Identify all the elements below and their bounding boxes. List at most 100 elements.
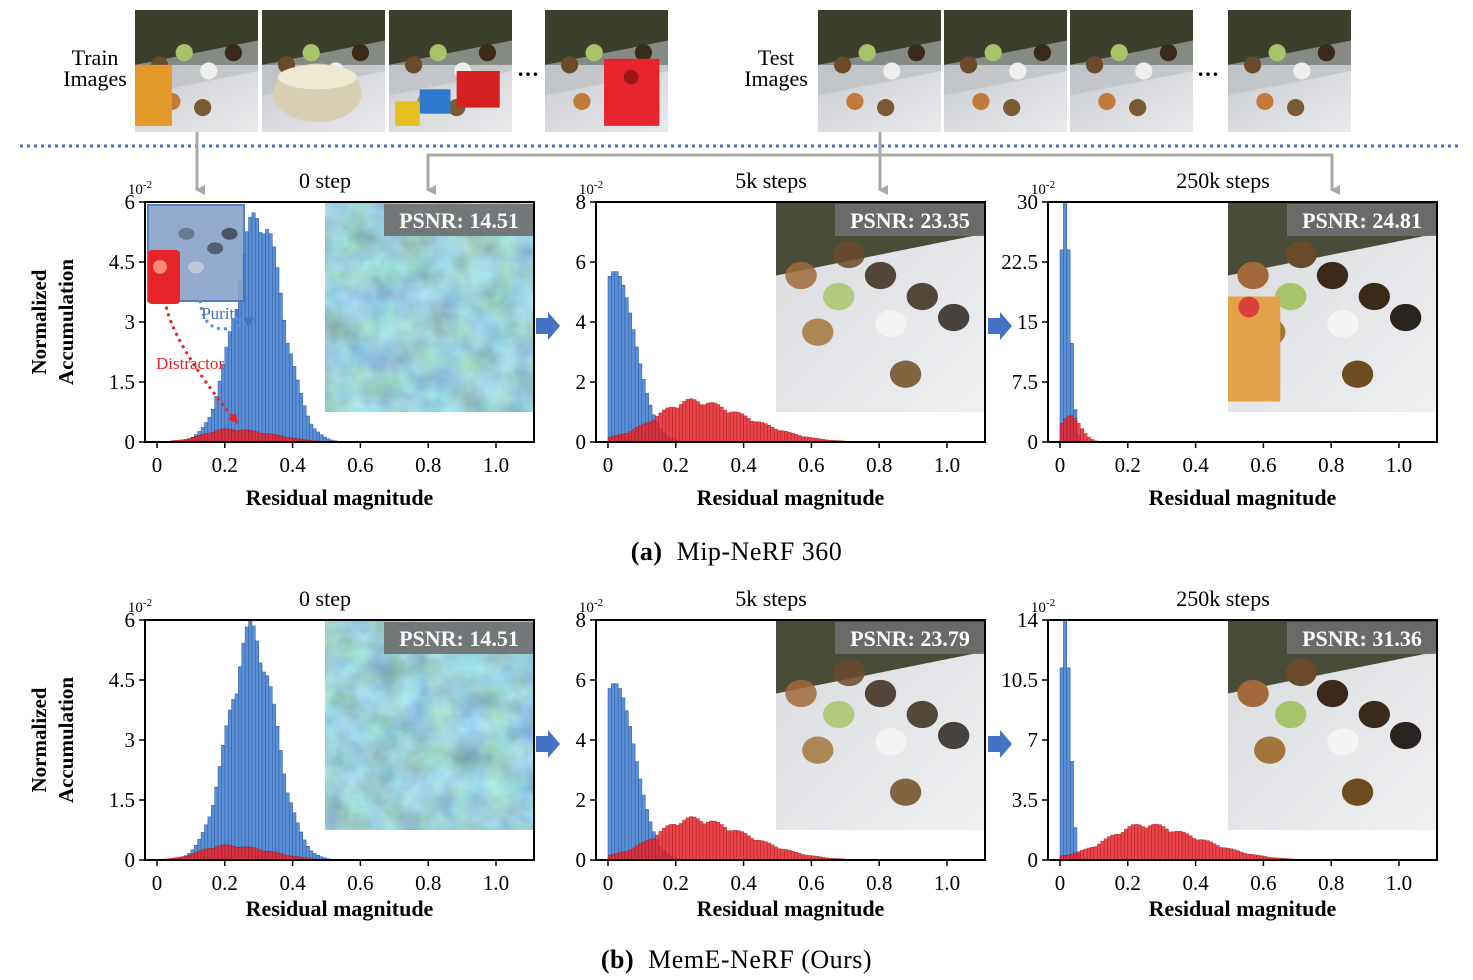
- distractor-bar: [248, 429, 253, 443]
- xtick-label: 0.8: [1318, 871, 1344, 895]
- inset-toy: [221, 227, 238, 240]
- distractor-bar: [1205, 840, 1210, 861]
- distractor-bar: [1178, 831, 1183, 861]
- train-ellipsis: …: [517, 56, 539, 81]
- thumb-toy: [404, 56, 423, 74]
- distractor-bar: [1063, 418, 1068, 443]
- distractor-bar: [261, 433, 266, 443]
- render-toy: [1285, 658, 1317, 687]
- render-toy: [823, 282, 855, 311]
- purity-bar: [634, 761, 639, 861]
- distractor-bar: [1073, 852, 1078, 861]
- distractor-bar: [1100, 841, 1105, 861]
- distractor-bar: [207, 848, 212, 861]
- purity-bar: [305, 845, 310, 861]
- xlabel: Residual magnitude: [1149, 485, 1337, 510]
- purity-bar: [305, 415, 310, 443]
- xtick-label: 0.2: [663, 453, 689, 477]
- xtick-label: 1.0: [483, 453, 509, 477]
- purity-bar: [227, 709, 232, 861]
- distractor-bar: [1090, 846, 1095, 861]
- purity-bar: [292, 812, 297, 861]
- xtick-label: 0.4: [279, 453, 306, 477]
- xtick-label: 0.8: [415, 453, 441, 477]
- distractor-bar: [719, 824, 724, 861]
- train-images-label-line2: Images: [63, 66, 127, 91]
- ytick-label: 4: [576, 310, 587, 334]
- distractor-bar: [729, 411, 734, 443]
- distractor-bar: [1225, 847, 1230, 861]
- psnr-label: PSNR: 14.51: [399, 208, 519, 233]
- distractor-bar: [1161, 826, 1166, 861]
- distractor-bar: [221, 844, 226, 861]
- ytick-label: 14: [1017, 608, 1039, 632]
- purity-bar: [285, 342, 290, 443]
- distractor-bar: [665, 825, 670, 861]
- distractor-bar: [1219, 847, 1223, 861]
- psnr-label: PSNR: 24.81: [1302, 208, 1422, 233]
- histogram-chart: PSNR: 23.79 0 2 4 6 810-2 0 0.2 0.4 0.6 0.8 1.0 Resi…: [536, 586, 986, 921]
- purity-bar: [631, 743, 636, 861]
- thumb-toy: [1098, 92, 1116, 111]
- distractor-bar: [685, 817, 690, 861]
- distractor-bar: [217, 845, 222, 861]
- render-noise: [325, 202, 534, 412]
- thumb-toy: [1256, 92, 1274, 111]
- distractor-bar: [767, 424, 771, 443]
- distractor-bar: [1215, 845, 1220, 861]
- render-toy: [1327, 310, 1359, 338]
- ytick-label: 1.5: [109, 788, 135, 812]
- thumb-toy: [1287, 99, 1305, 117]
- distractor-bar: [1134, 823, 1139, 861]
- distractor-bar: [634, 427, 639, 443]
- ytick-label: 4.5: [109, 668, 135, 692]
- distractor-bar: [221, 428, 226, 443]
- thumb-toy: [984, 44, 1002, 62]
- ylabel-line1: Normalized: [27, 269, 51, 374]
- ytick-label: 0: [125, 430, 136, 454]
- distractor-bar: [265, 433, 270, 443]
- distractor-bar: [1239, 851, 1244, 861]
- purity-bar: [288, 353, 293, 443]
- thumb-toy: [1129, 99, 1147, 117]
- distractor-bar: [743, 415, 748, 443]
- caption-a-tag: (a): [630, 537, 663, 566]
- axis-exponent-power: -2: [143, 597, 152, 609]
- purity-bar: [258, 232, 263, 443]
- distractor-bar: [217, 429, 222, 443]
- ytick-label: 6: [125, 608, 136, 632]
- purity-bar: [227, 331, 232, 443]
- distractor-bar: [750, 420, 755, 443]
- distractor-bar: [655, 416, 660, 443]
- ytick-label: 0: [576, 848, 587, 872]
- thumb-toy: [1293, 62, 1311, 80]
- distractor-bar: [224, 428, 229, 443]
- purity-bar: [272, 246, 276, 443]
- train-thumbnail: [135, 10, 258, 132]
- distractor-bar: [1141, 826, 1145, 861]
- thumb-toy: [194, 99, 212, 117]
- xtick-label: 1.0: [483, 871, 509, 895]
- purity-bar: [241, 642, 246, 861]
- distractor-bar: [723, 409, 727, 443]
- step-arrow-icon: [536, 730, 560, 758]
- caption-b-text: MemE-NeRF (Ours): [648, 945, 873, 974]
- psnr-label: PSNR: 31.36: [1302, 626, 1422, 651]
- thumb-toy: [200, 62, 218, 80]
- purity-bar: [292, 366, 297, 443]
- thumb-shape-hole: [623, 69, 639, 85]
- ytick-label: 15: [1017, 310, 1038, 334]
- xtick-label: 0: [1055, 453, 1066, 477]
- distractor-bar: [675, 824, 680, 861]
- distractor-bar: [699, 404, 704, 443]
- psnr-label: PSNR: 14.51: [399, 626, 519, 651]
- distractor-bar: [753, 421, 758, 443]
- thumb-toy: [351, 44, 370, 62]
- distractor-bar: [668, 824, 673, 861]
- xtick-label: 1.0: [1386, 453, 1412, 477]
- thumb-truck: [395, 101, 420, 126]
- distractor-bar: [685, 399, 690, 443]
- distractor-bar: [1080, 428, 1084, 443]
- distractor-bar: [645, 422, 649, 443]
